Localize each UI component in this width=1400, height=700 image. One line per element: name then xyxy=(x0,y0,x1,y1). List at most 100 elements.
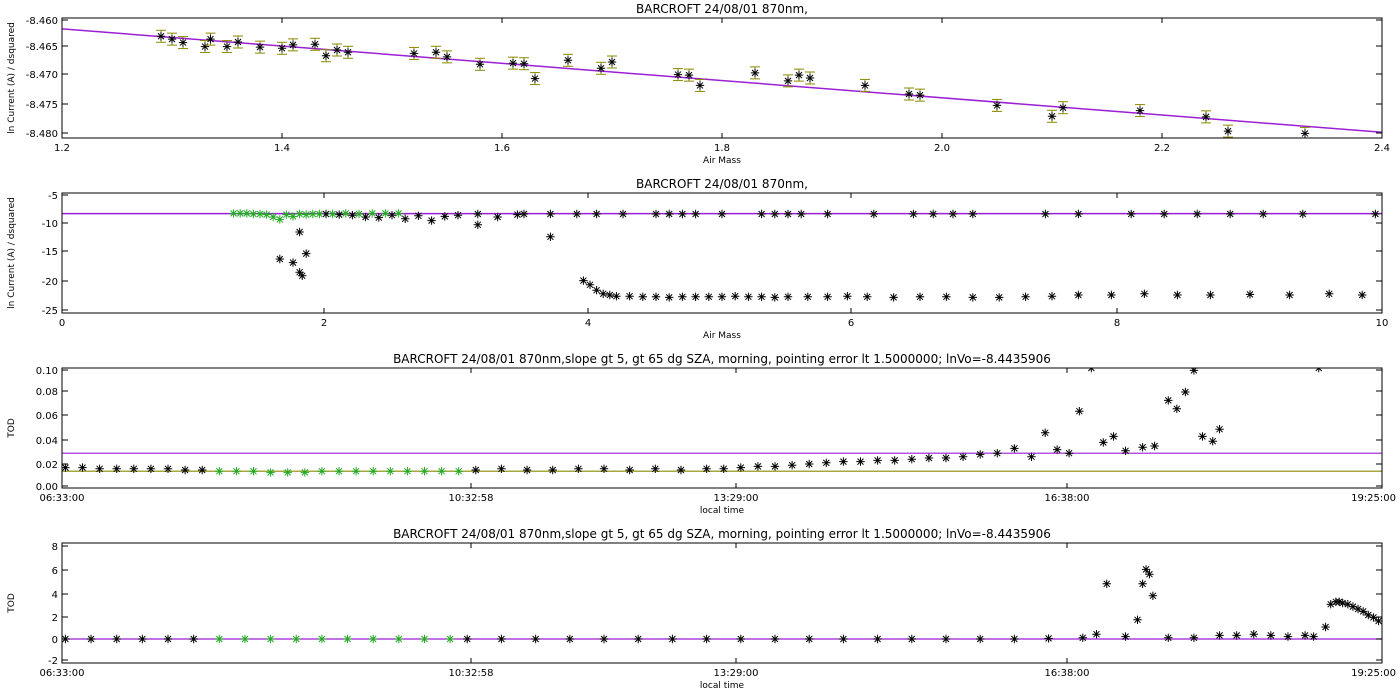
axes-frame xyxy=(61,192,1383,314)
data-point xyxy=(787,461,797,470)
data-point xyxy=(941,634,951,644)
x-tick-label: 13:29:00 xyxy=(714,668,759,679)
y-tick-label: -8.465 xyxy=(26,42,58,53)
data-point xyxy=(770,209,779,219)
chart-title: BARCROFT 24/08/01 870nm,slope gt 5, gt 6… xyxy=(393,527,1051,541)
data-point xyxy=(1172,404,1182,413)
data-point xyxy=(651,464,660,473)
data-point xyxy=(839,457,848,466)
chart-title: BARCROFT 24/08/01 870nm,slope gt 5, gt 6… xyxy=(393,352,1051,366)
data-point xyxy=(317,634,327,644)
data-point xyxy=(292,634,301,644)
data-point xyxy=(757,292,766,301)
y-tick-label: -10 xyxy=(42,219,58,230)
data-point xyxy=(321,209,331,219)
data-point xyxy=(625,292,634,301)
data-point xyxy=(531,634,540,644)
y-tick-label: 0.00 xyxy=(36,482,58,493)
x-axis-label: local time xyxy=(700,506,745,516)
data-point xyxy=(860,81,870,90)
data-point xyxy=(229,209,238,218)
data-point xyxy=(684,70,694,80)
data-point xyxy=(665,293,674,302)
data-point xyxy=(676,465,686,475)
data-point xyxy=(873,634,882,644)
data-point xyxy=(1173,290,1182,300)
data-point xyxy=(1040,428,1050,437)
data-point xyxy=(1298,209,1307,219)
data-point xyxy=(904,89,914,99)
data-point xyxy=(993,449,1002,458)
data-point xyxy=(634,634,643,644)
data-point xyxy=(607,57,617,67)
data-point xyxy=(704,292,713,301)
data-point xyxy=(1058,103,1068,112)
data-point xyxy=(1099,438,1108,447)
y-tick-label: 4 xyxy=(52,590,58,601)
data-point xyxy=(1358,290,1367,300)
data-point xyxy=(232,467,241,476)
data-point xyxy=(493,212,502,222)
y-tick-label: 0.10 xyxy=(36,366,58,377)
data-point xyxy=(308,209,317,219)
data-point xyxy=(1160,209,1169,219)
data-point xyxy=(909,209,918,219)
data-point xyxy=(1358,607,1368,616)
y-tick-label: 2 xyxy=(52,613,58,624)
data-point xyxy=(361,212,370,222)
data-point xyxy=(889,293,898,302)
data-point xyxy=(409,49,419,58)
data-point xyxy=(288,40,298,50)
data-point xyxy=(1021,292,1030,301)
data-point xyxy=(522,465,532,475)
chart-panel-4: BARCROFT 24/08/01 870nm,slope gt 5, gt 6… xyxy=(7,527,1396,691)
data-point xyxy=(678,292,687,301)
data-point xyxy=(282,210,291,219)
data-point xyxy=(907,455,916,464)
y-axis-label: ln Current (A) / dsquared xyxy=(7,22,17,134)
data-point xyxy=(283,468,292,477)
data-point xyxy=(315,209,324,219)
data-point xyxy=(295,227,304,237)
x-axis-label: Air Mass xyxy=(703,156,741,166)
data-point xyxy=(592,209,601,219)
data-point xyxy=(750,68,760,78)
data-point xyxy=(805,459,814,469)
data-point xyxy=(1010,444,1019,453)
data-point xyxy=(206,34,215,44)
data-point xyxy=(1374,616,1382,626)
data-point xyxy=(1189,368,1199,375)
data-point xyxy=(1092,630,1101,639)
data-point xyxy=(200,42,210,51)
data-point xyxy=(1232,631,1241,640)
data-point xyxy=(1321,622,1330,632)
data-point xyxy=(1300,631,1310,640)
data-point xyxy=(62,463,70,472)
data-point xyxy=(757,209,766,219)
data-point xyxy=(702,634,711,644)
data-point xyxy=(368,634,378,644)
chart-panel-2: BARCROFT 24/08/01 870nm, 0 2 4 6 8 10 -5 -10 -15 -… xyxy=(7,177,1388,341)
data-point xyxy=(579,276,588,285)
data-point xyxy=(86,634,96,644)
data-point xyxy=(797,209,806,219)
data-point xyxy=(1193,209,1202,219)
data-point xyxy=(112,464,121,473)
data-point xyxy=(625,465,634,475)
data-point xyxy=(1044,634,1053,643)
data-point xyxy=(770,462,780,471)
data-point xyxy=(744,292,753,301)
data-point xyxy=(924,453,934,463)
data-point xyxy=(783,209,793,219)
data-point xyxy=(1353,604,1363,614)
data-point xyxy=(295,209,304,219)
data-point xyxy=(651,292,661,301)
data-point xyxy=(348,211,357,220)
data-point xyxy=(1164,396,1173,405)
y-axis-label: ln Current (A) / dsquared xyxy=(7,197,17,309)
data-point xyxy=(770,293,779,302)
x-tick-label: 0 xyxy=(59,318,65,329)
data-point xyxy=(1223,126,1233,136)
data-point xyxy=(1148,591,1158,600)
data-point xyxy=(770,634,780,644)
